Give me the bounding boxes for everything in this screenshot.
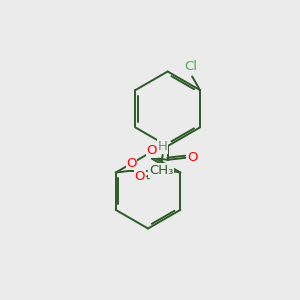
Text: Cl: Cl: [184, 60, 198, 74]
Text: H: H: [158, 140, 168, 153]
Text: O: O: [134, 170, 145, 183]
Text: O: O: [147, 144, 157, 157]
Text: O: O: [126, 157, 137, 169]
Text: CH₃: CH₃: [149, 164, 173, 177]
Text: O: O: [187, 152, 198, 164]
